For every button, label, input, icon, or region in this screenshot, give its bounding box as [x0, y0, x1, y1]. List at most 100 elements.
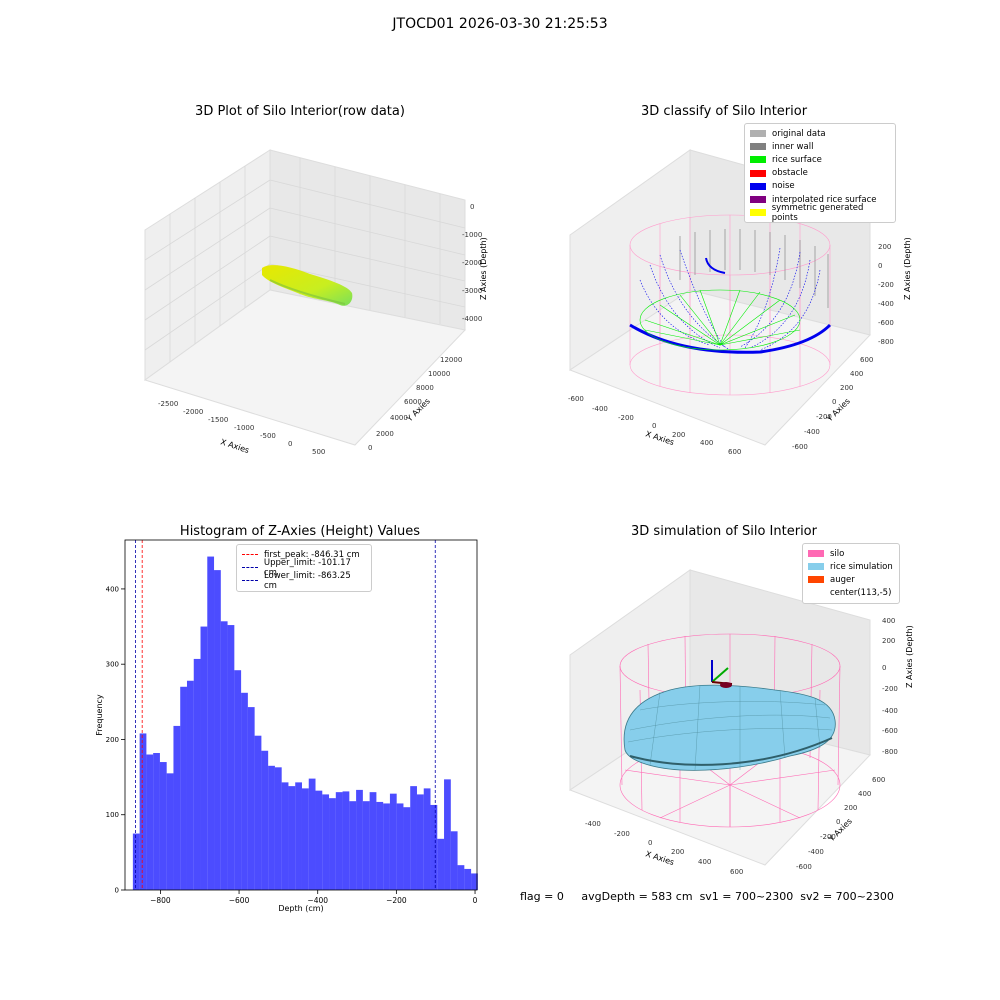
svg-text:10000: 10000	[428, 370, 450, 378]
histogram-bar	[268, 765, 275, 890]
histogram-bar	[295, 782, 302, 890]
histogram-bar	[349, 801, 357, 890]
histogram-bar	[220, 621, 228, 890]
x-tick-label: −800	[150, 896, 171, 905]
simulation-y-ticks: 600 400 200 0 -200 -400 -600	[796, 776, 885, 871]
legend-item: silo	[808, 547, 894, 560]
y-tick-label: 0	[115, 887, 119, 895]
simulation-plot-title: 3D simulation of Silo Interior	[631, 524, 817, 539]
histogram-frame	[124, 539, 478, 891]
histogram-bar	[227, 625, 235, 890]
legend-swatch	[808, 550, 824, 558]
histogram-bar	[153, 753, 160, 890]
histogram-bar	[234, 670, 242, 890]
svg-text:0: 0	[368, 444, 372, 452]
svg-text:-800: -800	[882, 748, 898, 756]
svg-text:400: 400	[698, 858, 711, 866]
histogram-bar	[342, 791, 350, 890]
simulation-x-ticks: -400 -200 0 200 400 600	[585, 820, 743, 876]
classify-rice-surface	[639, 289, 801, 351]
svg-text:-600: -600	[796, 863, 812, 871]
histogram-bar	[308, 778, 316, 890]
histogram-bar	[254, 735, 262, 890]
legend-swatch	[808, 563, 824, 571]
svg-text:0: 0	[652, 422, 656, 430]
legend-item: obstacle	[750, 167, 890, 180]
svg-text:200: 200	[672, 431, 685, 439]
svg-text:400: 400	[700, 439, 713, 447]
auger-marker	[711, 660, 733, 688]
x-tick-label: −400	[307, 896, 328, 905]
svg-text:-1000: -1000	[234, 424, 254, 432]
histogram-x-label: Depth (cm)	[278, 904, 323, 913]
flag-value: flag = 0	[520, 890, 564, 903]
histogram-bars	[132, 556, 478, 890]
histogram-bar	[146, 754, 154, 890]
svg-text:500: 500	[312, 448, 325, 456]
legend-item: noise	[750, 180, 890, 193]
svg-text:-600: -600	[882, 727, 898, 735]
svg-text:400: 400	[850, 370, 863, 378]
x-tick-label: −600	[229, 896, 250, 905]
histogram-bar	[166, 773, 174, 890]
legend-line-swatch	[242, 567, 258, 569]
svg-text:600: 600	[728, 448, 741, 456]
classify-inner-wall	[679, 229, 829, 308]
svg-text:-400: -400	[585, 820, 601, 828]
histogram-bar	[403, 807, 411, 890]
svg-text:-500: -500	[260, 432, 276, 440]
histogram-bar	[193, 658, 201, 890]
histogram-bar	[241, 692, 248, 890]
svg-text:200: 200	[844, 804, 857, 812]
y-tick-label: 300	[106, 661, 119, 669]
histogram-bar	[207, 556, 215, 890]
legend-item: inner wall	[750, 140, 890, 153]
histogram-bar	[362, 801, 370, 890]
histogram-bar	[410, 786, 417, 890]
svg-text:0: 0	[882, 664, 886, 672]
classify-plot-title: 3D classify of Silo Interior	[640, 104, 808, 119]
classify-x-label: X Axies	[644, 429, 675, 447]
legend-swatch	[808, 589, 824, 597]
svg-text:-400: -400	[808, 848, 824, 856]
legend-item: interpolated rice surface	[750, 193, 890, 206]
avg-depth-value: avgDepth = 583 cm	[581, 890, 693, 903]
histogram-bar	[376, 801, 384, 890]
svg-text:200: 200	[882, 637, 895, 645]
histogram-x-ticks: −800 −600 −400 −200 0	[150, 890, 478, 905]
svg-text:-4000: -4000	[462, 315, 482, 323]
svg-text:-1000: -1000	[462, 231, 482, 239]
svg-text:-800: -800	[878, 338, 894, 346]
legend-swatch	[750, 182, 766, 190]
simulation-rice-surface	[623, 684, 836, 771]
histogram-bar	[329, 798, 336, 890]
histogram-reference-lines	[135, 540, 436, 890]
svg-text:4000: 4000	[390, 414, 408, 422]
histogram-bar	[186, 680, 194, 890]
classify-y-ticks: 600 400 200 0 -200 -400 -600	[792, 356, 873, 451]
histogram-bar	[322, 794, 330, 890]
histogram-bar	[444, 779, 451, 890]
svg-text:-200: -200	[882, 685, 898, 693]
svg-text:200: 200	[840, 384, 853, 392]
raw-grid	[144, 158, 466, 362]
svg-text:400: 400	[882, 617, 895, 625]
simulation-z-label: Z Axies (Depth)	[905, 625, 914, 688]
svg-text:200: 200	[671, 848, 684, 856]
histogram-y-label: Frequency	[95, 694, 104, 736]
classify-x-ticks: -600 -400 -200 0 200 400 600	[568, 395, 741, 456]
raw-y-ticks: 0 2000 4000 6000 8000 10000 12000	[368, 356, 462, 452]
svg-text:400: 400	[858, 790, 871, 798]
svg-text:-200: -200	[618, 414, 634, 422]
histogram-bar	[416, 794, 424, 890]
svg-text:0: 0	[648, 839, 652, 847]
svg-text:-2000: -2000	[183, 408, 203, 416]
svg-text:0: 0	[836, 818, 840, 826]
figure-title: JTOCD01 2026-03-30 21:25:53	[392, 16, 608, 32]
legend-item: rice simulation	[808, 560, 894, 573]
svg-text:0: 0	[288, 440, 292, 448]
legend-item: center(113,-5)	[808, 587, 894, 600]
histogram-bar	[281, 782, 289, 890]
classify-legend: original data inner wall rice surface ob…	[744, 123, 896, 224]
histogram-bar	[288, 786, 296, 890]
